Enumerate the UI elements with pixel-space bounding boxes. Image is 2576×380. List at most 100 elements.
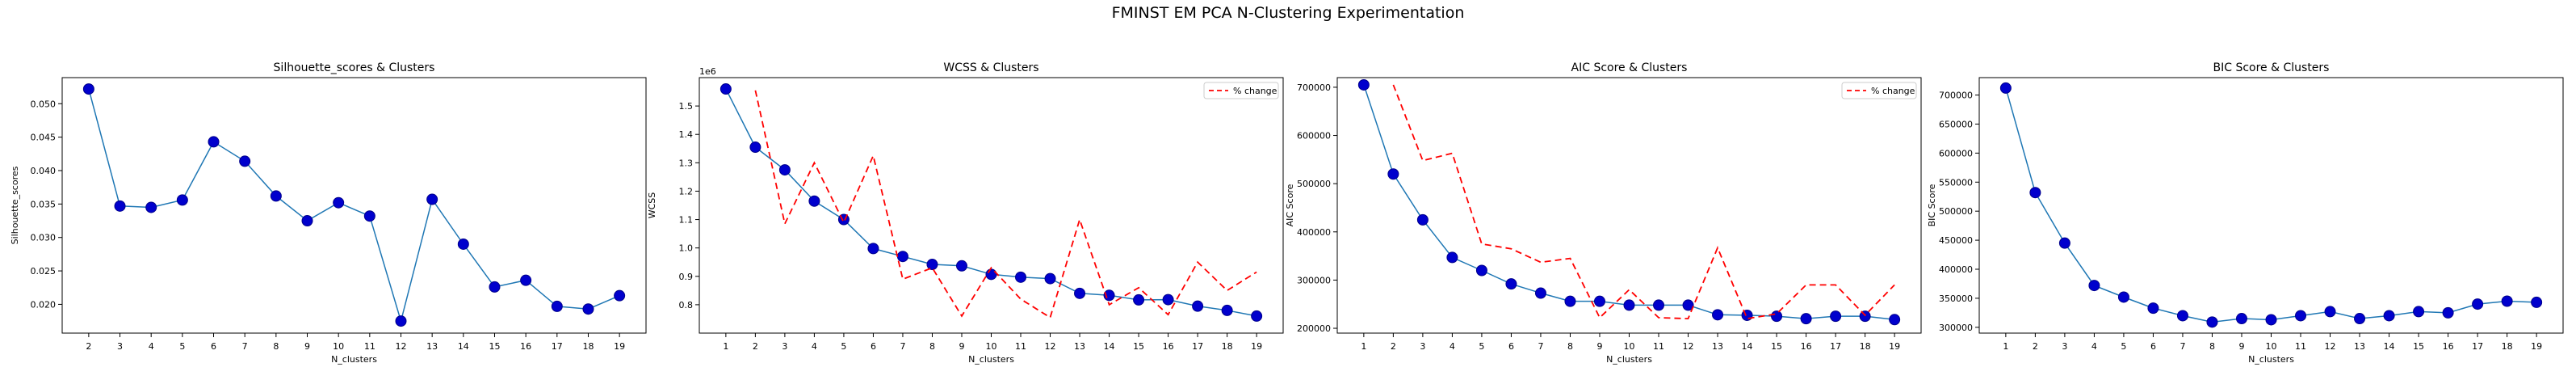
x-tick-label: 11 [364, 341, 375, 352]
data-point [720, 83, 732, 95]
x-tick-label: 13 [1074, 341, 1085, 352]
x-tick-label: 17 [1830, 341, 1841, 352]
x-tick-label: 5 [2121, 341, 2126, 352]
data-point [551, 300, 563, 312]
subplot-title: AIC Score & Clusters [1571, 61, 1688, 74]
x-tick-label: 7 [2180, 341, 2185, 352]
data-point [145, 201, 157, 213]
data-point [1416, 213, 1429, 226]
data-point [1800, 313, 1812, 325]
axes-frame [1336, 77, 1922, 334]
x-tick-label: 18 [582, 341, 594, 352]
y-tick-label: 1.1 [679, 215, 694, 226]
data-point [363, 210, 375, 222]
y-tick-label: 0.050 [31, 99, 57, 109]
y-tick-label: 550000 [1939, 177, 1973, 188]
data-point [2295, 310, 2307, 322]
x-tick-label: 15 [1771, 341, 1782, 352]
y-tick-label: 0.045 [31, 133, 57, 143]
subplot-title: BIC Score & Clusters [2213, 61, 2330, 74]
data-point [1653, 299, 1665, 311]
y-axis-label: AIC Score [1285, 184, 1295, 226]
x-tick-label: 16 [2443, 341, 2454, 352]
data-point [1593, 295, 1605, 307]
y-tick-label: 350000 [1939, 293, 1973, 304]
x-tick-label: 10 [986, 341, 997, 352]
data-point [301, 215, 313, 227]
data-point [2413, 306, 2425, 318]
data-point [395, 315, 407, 327]
y-tick-label: 1.2 [679, 186, 694, 196]
data-point [1357, 78, 1370, 91]
x-tick-label: 19 [614, 341, 625, 352]
legend-label: % change [1871, 86, 1915, 96]
data-point [2029, 187, 2041, 199]
x-tick-label: 1 [1361, 341, 1366, 352]
x-tick-label: 13 [1712, 341, 1723, 352]
data-point [1387, 168, 1399, 180]
x-tick-label: 8 [929, 341, 935, 352]
y-tick-label: 0.035 [31, 199, 57, 209]
x-tick-label: 5 [1479, 341, 1484, 352]
x-tick-label: 19 [1889, 341, 1900, 352]
data-point [867, 243, 879, 255]
y-axis-label: BIC Score [1927, 184, 1937, 226]
x-tick-label: 5 [841, 341, 846, 352]
x-tick-label: 14 [458, 341, 469, 352]
data-point [896, 251, 908, 263]
data-point [2472, 298, 2484, 310]
x-tick-label: 17 [552, 341, 563, 352]
y-tick-label: 700000 [1297, 82, 1331, 93]
x-tick-label: 4 [1450, 341, 1455, 352]
x-tick-label: 6 [2150, 341, 2156, 352]
x-tick-label: 12 [1045, 341, 1056, 352]
data-point [1251, 310, 1263, 322]
data-point [489, 281, 501, 293]
x-tick-label: 16 [1163, 341, 1174, 352]
x-tick-label: 6 [1508, 341, 1514, 352]
x-tick-label: 19 [2531, 341, 2542, 352]
axes-frame [1978, 77, 2564, 334]
y-tick-label: 0.8 [679, 300, 694, 310]
y-tick-label: 300000 [1297, 275, 1331, 285]
data-point [176, 194, 188, 206]
data-point [2206, 316, 2218, 328]
x-tick-label: 8 [273, 341, 279, 352]
data-point [614, 289, 626, 302]
x-tick-label: 4 [2091, 341, 2097, 352]
data-point [1221, 304, 1233, 316]
data-point [270, 190, 282, 202]
x-tick-label: 12 [1683, 341, 1694, 352]
x-tick-label: 15 [489, 341, 500, 352]
x-tick-label: 12 [2325, 341, 2336, 352]
percent-change-line [1392, 84, 1895, 320]
legend: % change [1841, 82, 1917, 99]
x-tick-label: 12 [395, 341, 406, 352]
data-point [1564, 295, 1576, 307]
subplot-4: 1 2 3 4 5 6 7 8 9 10 11 12 13 14 15 16 17 18 1930000035000… [1927, 61, 2564, 365]
data-point [2501, 295, 2513, 307]
percent-change-line [754, 90, 1257, 319]
y-tick-label: 1.5 [679, 101, 694, 112]
x-tick-label: 3 [782, 341, 787, 352]
x-tick-label: 14 [1104, 341, 1115, 352]
data-point [1682, 299, 1694, 311]
data-point [1623, 299, 1635, 311]
data-point [239, 155, 251, 167]
y-tick-label: 0.030 [31, 233, 57, 243]
data-point [208, 136, 220, 148]
x-tick-label: 2 [2033, 341, 2038, 352]
x-tick-label: 11 [2295, 341, 2306, 352]
x-tick-label: 11 [1653, 341, 1664, 352]
x-tick-label: 1 [723, 341, 728, 352]
legend-label: % change [1233, 86, 1278, 96]
x-tick-label: 18 [2502, 341, 2513, 352]
data-point [1830, 310, 1842, 323]
y-tick-label: 0.020 [31, 299, 57, 310]
x-tick-label: 10 [2266, 341, 2277, 352]
data-point [808, 195, 820, 207]
data-point [1162, 293, 1174, 306]
x-tick-label: 18 [1860, 341, 1871, 352]
x-tick-label: 17 [2472, 341, 2483, 352]
